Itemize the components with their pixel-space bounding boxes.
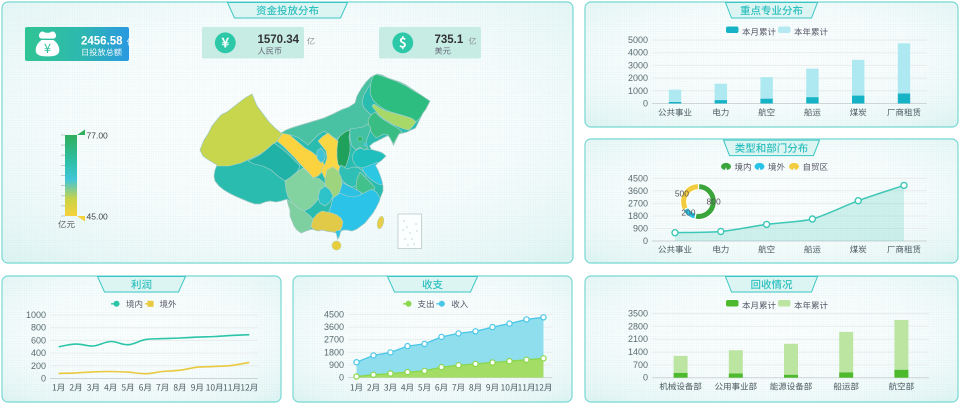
svg-text:0: 0 bbox=[643, 236, 648, 246]
svg-text:77.00: 77.00 bbox=[87, 131, 109, 141]
svg-text:1000: 1000 bbox=[628, 86, 648, 96]
svg-text:800: 800 bbox=[31, 323, 46, 333]
svg-text:2000: 2000 bbox=[628, 73, 648, 83]
svg-text:2100: 2100 bbox=[628, 334, 648, 344]
svg-text:0: 0 bbox=[643, 99, 648, 109]
svg-text:0: 0 bbox=[643, 373, 648, 383]
svg-text:1800: 1800 bbox=[324, 347, 344, 357]
svg-text:200: 200 bbox=[31, 361, 46, 371]
svg-text:3600: 3600 bbox=[324, 322, 344, 332]
svg-text:800: 800 bbox=[707, 197, 721, 207]
svg-text:4500: 4500 bbox=[628, 173, 648, 183]
svg-text:4500: 4500 bbox=[324, 310, 344, 320]
svg-text:2700: 2700 bbox=[324, 335, 344, 345]
svg-text:2700: 2700 bbox=[628, 198, 648, 208]
svg-text:600: 600 bbox=[31, 335, 46, 345]
svg-text:900: 900 bbox=[633, 223, 648, 233]
svg-text:400: 400 bbox=[31, 348, 46, 358]
svg-text:3000: 3000 bbox=[628, 60, 648, 70]
svg-text:0: 0 bbox=[339, 373, 344, 383]
svg-text:2456.58: 2456.58 bbox=[81, 36, 123, 48]
svg-text:1800: 1800 bbox=[628, 211, 648, 221]
svg-text:500: 500 bbox=[675, 189, 689, 199]
svg-text:3500: 3500 bbox=[628, 309, 648, 319]
svg-text:1000: 1000 bbox=[26, 310, 46, 320]
svg-text:2800: 2800 bbox=[628, 321, 648, 331]
svg-text:700: 700 bbox=[633, 360, 648, 370]
svg-text:5000: 5000 bbox=[628, 35, 648, 45]
svg-text:45.00: 45.00 bbox=[87, 212, 109, 222]
svg-text:900: 900 bbox=[329, 360, 344, 370]
svg-text:3600: 3600 bbox=[628, 186, 648, 196]
svg-text:1570.34: 1570.34 bbox=[258, 34, 300, 46]
svg-text:1400: 1400 bbox=[628, 347, 648, 357]
svg-text:4000: 4000 bbox=[628, 48, 648, 58]
svg-text:0: 0 bbox=[41, 374, 46, 384]
svg-text:735.1: 735.1 bbox=[435, 34, 464, 46]
svg-text:200: 200 bbox=[681, 208, 695, 218]
